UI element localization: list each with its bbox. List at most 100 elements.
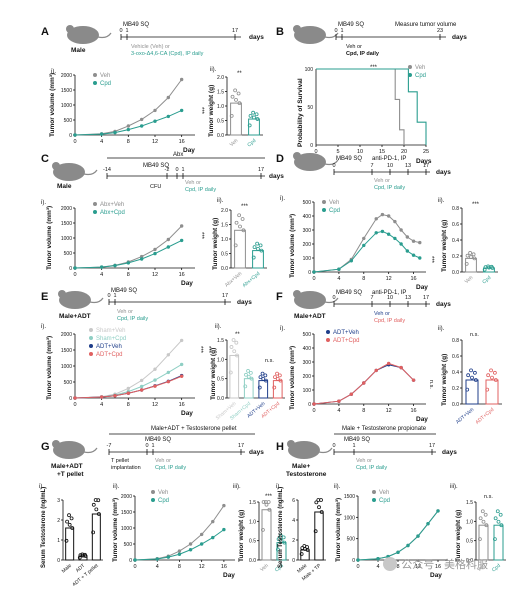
chart-H-iii-dot (495, 509, 500, 514)
chart-A-ii-dot (229, 113, 234, 118)
cfu-label: CFU (150, 184, 161, 190)
timeline-B-tick-label: 1 (340, 28, 343, 34)
chart-C-i-x-tick-label: 12 (152, 272, 158, 278)
chart-H-i-dot (319, 498, 323, 502)
chart-G-i-y-tick-label: 3 (57, 498, 60, 504)
chart-D-ii-dot (487, 265, 491, 270)
chart-H-iii-y-tick-label: 0.5 (466, 539, 473, 545)
chart-E-ii-dot (248, 370, 253, 375)
chart-E-ii-dot (258, 375, 263, 380)
chart-E-ii-dot (229, 345, 234, 349)
chart-F-ii-category-label: ADT+Veh (455, 407, 476, 426)
chart-A-i-point (126, 127, 131, 132)
chart-H-iii-bar (493, 524, 504, 561)
treatment-line: Veh or (346, 44, 362, 50)
timeline-G-tick-label: 1 (151, 443, 154, 449)
significance: ** (235, 332, 240, 338)
chart-E-ii-dot (257, 385, 262, 390)
chart-D-i-point (405, 235, 410, 239)
chart-C-i-y-tick-label: 500 (64, 251, 73, 257)
mouse-icon-body (294, 153, 326, 171)
chart-A-ii-dot (236, 91, 241, 96)
chart-E-ii-y-tick-label: 0.0 (217, 396, 224, 402)
y-axis-label: Tumor weight (g) (212, 218, 219, 270)
chart-H-iii-dot (484, 523, 489, 528)
y-axis-label: Tumor weight (g) (238, 510, 245, 562)
chart-A-i-y-tick-label: 1000 (61, 103, 72, 109)
chart-H-ii-series-line (357, 510, 439, 561)
tumor-label: MB49 SQ (336, 290, 362, 296)
chart-G-i-bar (91, 513, 101, 561)
significance: *** (241, 204, 249, 210)
chart-D-i-point (312, 270, 316, 274)
chart-A-i-x-tick-label: 8 (127, 139, 130, 145)
chart-D-i-point (374, 217, 378, 221)
chart-H-iii-dot (478, 516, 483, 521)
chart-D-ii-dot (469, 255, 473, 259)
chart-H-i-y-tick-label: 4 (292, 518, 295, 524)
timeline-F-tick-label: 0 (332, 295, 335, 301)
chart-E-i-point (179, 338, 184, 343)
chart-A-i-point (153, 119, 157, 123)
chart-E-i-x-tick-label: 4 (100, 402, 103, 408)
chart-E-i-x-tick-label: 0 (73, 402, 76, 408)
chart-A-ii-dot (255, 117, 260, 121)
chart-F-ii-bar (485, 379, 499, 405)
chart-F-ii-dot (469, 368, 473, 373)
legend-G-swatch (151, 498, 155, 502)
chart-F-ii-y-tick-label: 0.4 (452, 370, 459, 376)
mouse-icon-ear (52, 440, 60, 448)
chart-D-i-point (411, 253, 416, 257)
chart-D-ii-y-tick-label: 0.8 (452, 206, 459, 212)
chart-H-iii-category-label: Cpd (491, 563, 502, 574)
panel-letter: G (41, 441, 50, 453)
chart-D-i-x-tick-label: 4 (337, 276, 340, 282)
chart-F-i-x-tick-label: 8 (362, 408, 365, 414)
chart-D-i-point (362, 236, 366, 241)
chart-E-i-point (73, 396, 77, 400)
treatment-line: Cpd, IP daily (185, 187, 216, 193)
mouse-label: Male+ADT (51, 463, 83, 470)
subpanel-label: i). (280, 326, 285, 332)
legend-D-label: Cpd (329, 208, 340, 214)
timeline-C-tick-label: -2 (165, 167, 170, 173)
chart-C-i-point (73, 266, 77, 270)
legend-H-label: Cpd (379, 498, 390, 504)
chart-H-ii-x-tick-label: 4 (376, 564, 379, 570)
chart-G-ii-point (211, 519, 215, 524)
timeline-F-tick-label: 7 (370, 295, 373, 301)
chart-F-ii-dot (466, 373, 471, 378)
mouse-icon-ear (293, 290, 301, 298)
mouse-label: Male+ADT (294, 313, 326, 320)
days-label: days (436, 301, 451, 308)
chart-A-ii-dot (230, 94, 235, 99)
chart-E-ii-bar (229, 354, 240, 399)
timeline-D-tick-label: 0 (332, 163, 335, 169)
chart-D-ii-dot (468, 251, 473, 255)
chart-A-ii-dot (248, 113, 253, 118)
chart-G-i-dot (70, 526, 75, 530)
chart-G-ii-point (188, 542, 193, 546)
chart-A-ii-dot (254, 112, 259, 117)
chart-H-i-dot (299, 552, 304, 556)
chart-E-ii-dot (246, 369, 250, 373)
chart-A-ii-dot (252, 115, 256, 120)
chart-D-i-point (362, 243, 366, 248)
chart-D-ii-category-label: Veh (464, 275, 475, 285)
chart-H-ii-x-tick-label: 0 (356, 564, 359, 570)
legend-E-swatch (89, 352, 93, 356)
chart-E-i-series-line (74, 375, 182, 399)
chart-F-ii-dot (490, 375, 494, 380)
chart-F-i-y-tick-label: 400 (303, 346, 312, 352)
chart-C-ii-dot (256, 246, 260, 251)
chart-C-i-x-tick-label: 16 (179, 272, 185, 278)
x-axis-label: Day (416, 416, 428, 423)
chart-H-ii-y-tick-label: 1500 (344, 494, 355, 500)
panel-letter: H (276, 441, 284, 453)
chart-F-ii-dot (493, 378, 498, 382)
chart-E-ii-dot (244, 372, 248, 377)
chart-E-ii-bar (243, 378, 254, 399)
mouse-label: Male+ADT (59, 313, 91, 320)
chart-B-x-tick-label: 15 (379, 149, 385, 155)
mouse-icon-ear (293, 25, 301, 33)
